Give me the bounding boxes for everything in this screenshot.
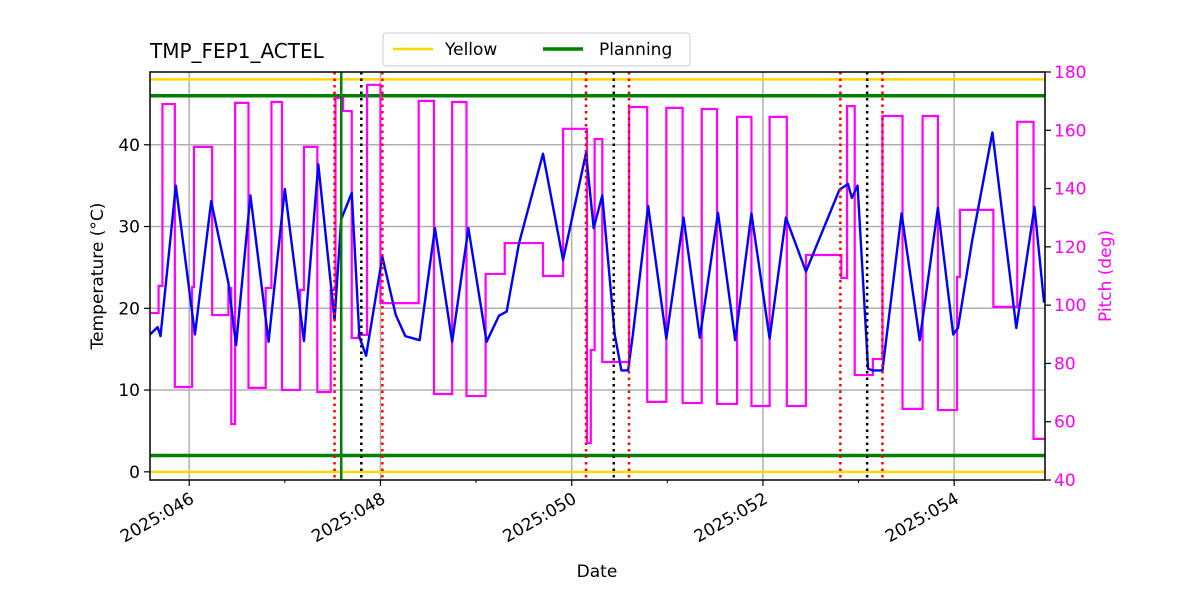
- y-axis-label: Temperature (°C): [88, 203, 108, 351]
- legend-label-planning: Planning: [599, 40, 672, 60]
- temperature-series: [150, 131, 1045, 372]
- x-tick-label: 2025:052: [691, 489, 772, 547]
- y2-axis-label: Pitch (deg): [1096, 230, 1116, 322]
- legend: Yellow Planning: [382, 32, 691, 67]
- plot-frame: [149, 71, 1046, 481]
- y-tick-label: 20: [118, 299, 140, 319]
- y-tick-label: 40: [118, 136, 140, 156]
- x-tick-label: 2025:054: [882, 489, 963, 547]
- y2-tick-label: 180: [1054, 63, 1086, 83]
- y2-tick-label: 80: [1054, 354, 1076, 374]
- y-tick-label: 30: [118, 218, 140, 238]
- x-axis-label: Date: [577, 562, 618, 582]
- y2-tick-label: 40: [1054, 471, 1076, 491]
- series-group: [150, 72, 1045, 480]
- y2-tick-label: 140: [1054, 180, 1086, 200]
- y-tick-label: 10: [118, 381, 140, 401]
- y2-tick-label: 60: [1054, 413, 1076, 433]
- legend-box: [382, 32, 691, 67]
- y2-tick-label: 120: [1054, 238, 1086, 258]
- x-tick-label: 2025:050: [500, 489, 581, 547]
- y2-tick-label: 160: [1054, 121, 1086, 141]
- y2-tick-label: 100: [1054, 296, 1086, 316]
- chart-title: TMP_FEP1_ACTEL: [149, 39, 325, 63]
- x-tick-label: 2025:046: [117, 489, 198, 547]
- legend-label-yellow: Yellow: [444, 40, 497, 60]
- pitch-series: [150, 83, 1045, 445]
- x-tick-label: 2025:048: [308, 489, 389, 547]
- plot-area: [150, 72, 1045, 480]
- y-tick-label: 0: [129, 463, 140, 483]
